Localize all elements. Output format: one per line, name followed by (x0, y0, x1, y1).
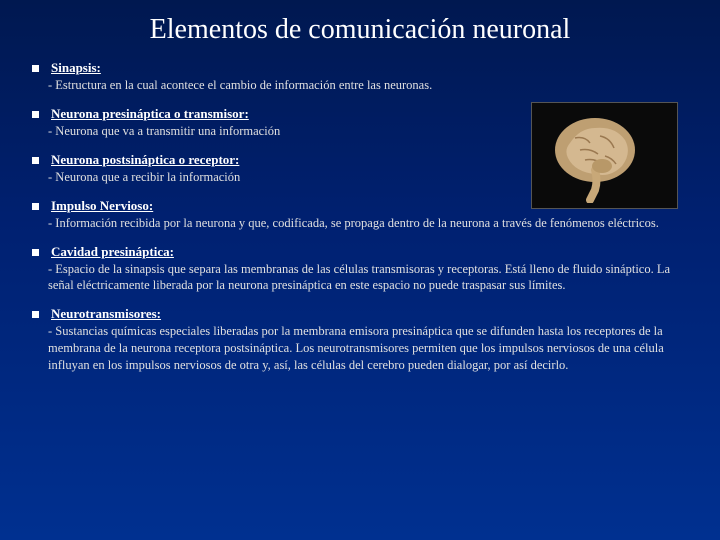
item-heading: Neurona postsináptica o receptor: (51, 152, 239, 168)
item-desc: - Información recibida por la neurona y … (48, 215, 688, 232)
item-desc: - Neurona que a recibir la información (48, 169, 428, 186)
bullet-icon (32, 203, 39, 210)
item-heading: Cavidad presináptica: (51, 244, 174, 260)
item-heading: Impulso Nervioso: (51, 198, 153, 214)
slide-container: Elementos de comunicación neuronal Sinap… (0, 0, 720, 540)
item-desc: - Neurona que va a transmitir una inform… (48, 123, 428, 140)
content-area: Sinapsis: - Estructura en la cual aconte… (32, 60, 688, 374)
bullet-icon (32, 157, 39, 164)
item-heading: Neurotransmisores: (51, 306, 161, 322)
bullet-row: Neurotransmisores: (32, 306, 688, 322)
list-item: Cavidad presináptica: - Espacio de la si… (32, 244, 688, 295)
list-item: Neurotransmisores: - Sustancias químicas… (32, 306, 688, 374)
item-heading: Sinapsis: (51, 60, 101, 76)
brain-icon (540, 108, 670, 203)
item-heading: Neurona presináptica o transmisor: (51, 106, 249, 122)
list-item: Sinapsis: - Estructura en la cual aconte… (32, 60, 688, 94)
bullet-row: Sinapsis: (32, 60, 688, 76)
bullet-row: Cavidad presináptica: (32, 244, 688, 260)
item-desc: - Estructura en la cual acontece el camb… (48, 77, 688, 94)
bullet-icon (32, 311, 39, 318)
bullet-icon (32, 111, 39, 118)
bullet-icon (32, 249, 39, 256)
slide-title: Elementos de comunicación neuronal (32, 14, 688, 46)
item-desc: - Sustancias químicas especiales liberad… (48, 323, 688, 374)
brain-image (531, 102, 678, 209)
bullet-icon (32, 65, 39, 72)
item-desc: - Espacio de la sinapsis que separa las … (48, 261, 688, 295)
